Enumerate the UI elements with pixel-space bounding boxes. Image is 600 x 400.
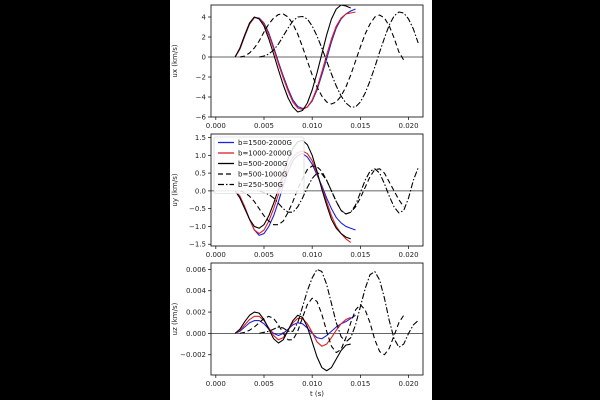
x-tick-label: 0.000 xyxy=(206,122,226,130)
x-tick-label: 0.010 xyxy=(302,251,322,259)
x-tick-label: 0.020 xyxy=(399,122,419,130)
y-tick-label: 1.5 xyxy=(195,134,206,142)
y-tick-label: −1.5 xyxy=(189,241,206,249)
legend-box xyxy=(213,136,305,194)
series-line-b=500-2000G xyxy=(234,5,351,113)
y-tick-label: 0 xyxy=(202,54,206,62)
x-tick-label: 0.020 xyxy=(399,251,419,259)
y-tick-label: 2 xyxy=(202,34,206,42)
y-tick-label: −4 xyxy=(196,94,207,102)
x-axis-label: t (s) xyxy=(310,390,324,398)
legend-label: b=1000-2000G xyxy=(238,150,292,158)
series-line-b=1000-2000G xyxy=(234,315,351,347)
legend: b=1500-2000G b=1000-2000G b=500-2000G b=500… xyxy=(213,136,305,194)
panel-ux: 0.000 0.005 0.010 0.015 0.020 4 2 0 −2 −4 −6 ux (km… xyxy=(171,4,424,130)
y-axis-label: ux (km/s) xyxy=(171,44,179,77)
figure: 0.000 0.005 0.010 0.015 0.020 4 2 0 −2 −4 −6 ux (km… xyxy=(170,0,432,400)
y-tick-label: 0.5 xyxy=(195,170,206,178)
axes-frame xyxy=(210,133,424,247)
series-line-b=250-500G xyxy=(259,11,419,108)
figure-svg: 0.000 0.005 0.010 0.015 0.020 4 2 0 −2 −4 −6 ux (km… xyxy=(171,4,424,398)
legend-label: b=250-500G xyxy=(238,181,283,189)
series-line-b=500-1000G xyxy=(239,165,405,226)
y-tick-label: 0.002 xyxy=(186,309,206,317)
x-tick-label: 0.020 xyxy=(399,380,419,388)
y-tick-label: 0.004 xyxy=(186,287,207,295)
y-tick-label: −1.0 xyxy=(189,223,206,231)
x-tick-label: 0.010 xyxy=(302,380,322,388)
y-axis-label: uz (km/s) xyxy=(171,302,179,335)
legend-label: b=500-2000G xyxy=(238,160,287,168)
panel-uz: 0.000 0.005 0.010 0.015 0.020 0.006 0.004 0.002… xyxy=(171,262,424,398)
axes-frame xyxy=(210,4,424,118)
x-tick-label: 0.015 xyxy=(350,251,370,259)
series-line-b=250-500G xyxy=(258,167,419,215)
y-tick-label: 0.0 xyxy=(195,187,206,195)
series-line-b=500-1000G xyxy=(239,297,405,356)
y-tick-label: −2 xyxy=(196,74,206,82)
y-tick-label: 0.000 xyxy=(186,330,206,338)
series-line-b=500-1000G xyxy=(239,13,405,105)
legend-label: b=500-1000G xyxy=(238,171,287,179)
series-line-b=500-2000G xyxy=(234,311,351,372)
y-tick-label: −6 xyxy=(196,114,207,122)
panel-uy: 0.000 0.005 0.010 0.015 0.020 1.5 1.0 0.5 0.0 −0.… xyxy=(171,133,424,259)
x-tick-label: 0.005 xyxy=(254,380,274,388)
y-tick-label: 1.0 xyxy=(195,152,206,160)
y-tick-label: −0.002 xyxy=(180,351,206,359)
series-line-b=1500-2000G xyxy=(234,314,356,340)
x-tick-label: 0.005 xyxy=(254,122,274,130)
x-tick-label: 0.010 xyxy=(302,122,322,130)
legend-label: b=1500-2000G xyxy=(238,139,292,147)
y-tick-label: −0.5 xyxy=(189,205,206,213)
y-axis-label: uy (km/s) xyxy=(171,173,179,206)
series-line-b=250-500G xyxy=(259,268,419,348)
y-tick-label: 4 xyxy=(202,14,207,22)
y-tick-label: 0.006 xyxy=(186,266,207,274)
x-tick-label: 0.015 xyxy=(350,122,370,130)
axes-frame xyxy=(210,262,424,376)
x-tick-label: 0.005 xyxy=(254,251,274,259)
x-tick-label: 0.000 xyxy=(206,251,226,259)
x-tick-label: 0.015 xyxy=(350,380,370,388)
x-tick-label: 0.000 xyxy=(206,380,226,388)
